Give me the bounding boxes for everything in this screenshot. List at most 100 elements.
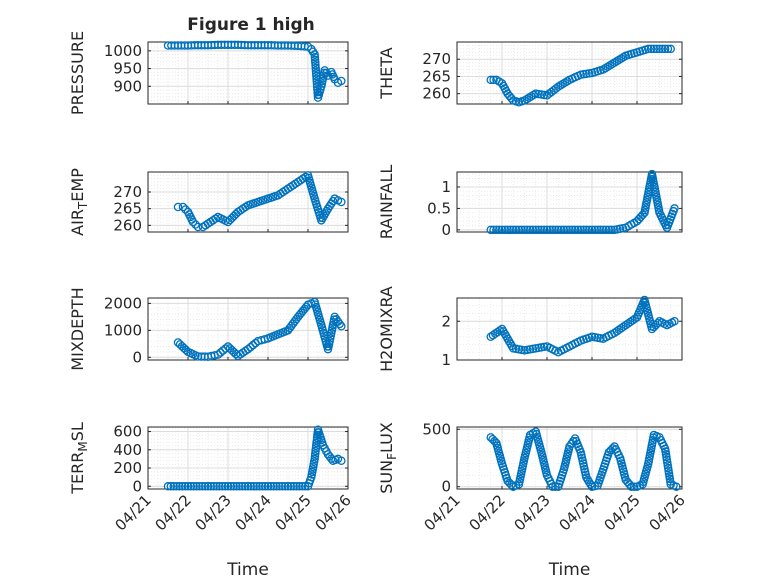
y-tick-label: 2 [441,312,451,330]
data-point [278,482,287,491]
data-point [240,482,250,491]
data-point [520,225,529,235]
data-point [226,482,236,491]
y-tick-label: 200 [113,459,142,477]
data-point [590,225,600,235]
data-point [310,55,320,65]
data-point [192,482,201,491]
y-tick-label: 950 [113,60,142,78]
data-point [215,482,224,491]
data-point [178,202,188,212]
y-tick-label: 1 [441,351,451,369]
data-point [283,482,293,491]
y-tick-label: 500 [422,420,451,438]
x-tick-label: 04/25 [601,491,644,534]
y-tick-label: 270 [422,50,451,68]
data-point [587,225,597,235]
data-point [596,225,605,235]
x-tick-label: 04/26 [646,491,689,534]
data-point [311,66,321,75]
data-point [652,44,661,54]
data-point [175,482,184,491]
data-point [163,482,173,491]
data-point [218,482,227,491]
axes-box [456,426,683,490]
data-point [178,482,187,491]
data-point [206,482,216,491]
data-point [503,225,512,235]
data-point [511,225,521,235]
data-point [198,482,207,491]
data-point [514,225,524,235]
y-tick-label: 1 [441,178,451,196]
data-point [562,225,571,235]
data-point [523,225,532,235]
data-point [573,225,583,235]
y-tick-label: 900 [113,77,142,95]
y-axis-label: H2OMIXRA [377,286,396,372]
data-point [229,482,238,491]
data-point [658,44,667,54]
data-point [660,44,670,54]
data-point [500,225,510,235]
data-point [180,482,190,491]
data-point [625,480,634,489]
data-point [266,482,276,491]
data-point [173,202,183,212]
x-tick-label: 04/21 [421,491,464,534]
axes-box [147,171,349,233]
data-point [209,482,218,491]
data-point [292,482,301,491]
data-point [489,75,498,85]
data-point [280,482,290,491]
data-point [183,482,193,491]
data-point [166,482,176,491]
data-point [539,225,549,235]
figure-title: Figure 1 high [187,15,315,35]
data-point [548,225,557,235]
data-point [235,482,244,491]
data-point [599,225,608,235]
data-point [169,482,178,491]
data-point [604,225,614,235]
data-point [584,225,594,235]
data-point [565,225,574,235]
data-point [490,436,499,446]
data-point [607,225,616,235]
data-point [188,217,198,227]
x-tick-label: 04/22 [466,491,509,534]
axes-box [456,297,683,361]
data-point [191,220,200,229]
data-point [246,342,255,352]
data-point [582,225,591,235]
data-point [255,482,264,491]
data-point [486,225,495,235]
x-tick-label: 04/25 [272,491,315,534]
data-point [246,482,256,491]
data-point [232,482,241,491]
data-point [568,225,577,235]
data-point [579,225,588,235]
data-point [337,197,346,207]
data-point [311,69,321,78]
data-point [275,482,284,491]
data-point [649,44,659,54]
data-point [337,322,346,331]
data-point [534,225,543,235]
data-point [225,215,235,225]
subplot-h2omixra: 1 2 H2OMIXRA [377,286,683,372]
y-tick-label: 1000 [104,321,142,339]
data-point [655,44,664,54]
data-point [531,225,541,235]
data-point [286,482,296,491]
data-point [249,482,258,491]
subplot-rainfall: 0 0.5 1 RAINFALL [377,165,683,239]
data-point [295,482,304,491]
data-point [337,76,346,86]
data-point [506,225,515,235]
data-point [663,44,673,54]
x-tick-label: 04/22 [152,491,195,534]
y-tick-label: 400 [113,441,142,459]
